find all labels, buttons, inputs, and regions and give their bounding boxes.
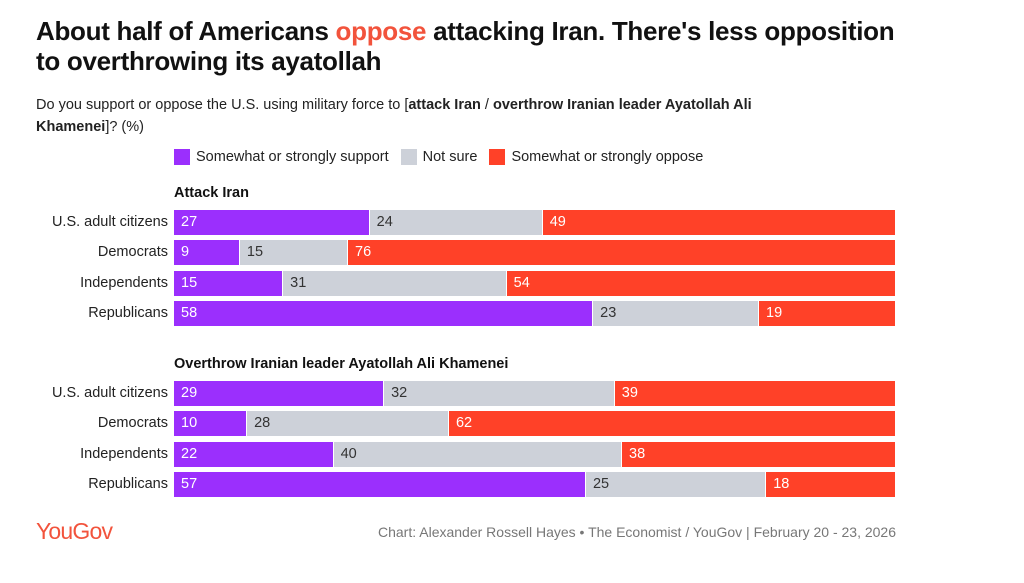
bar-segment-oppose: 49: [541, 210, 895, 235]
bar-segment-oppose: 54: [505, 271, 895, 296]
bar-segment-not-sure: 31: [282, 271, 506, 296]
bar-segment-oppose: 76: [347, 240, 895, 265]
bar-segment-support: 10: [174, 411, 247, 436]
data-label: 19: [766, 305, 783, 321]
bar-segment-not-sure: 28: [246, 411, 448, 436]
data-label: 28: [254, 415, 271, 431]
bar-segment-oppose: 19: [758, 301, 895, 326]
category-label: U.S. adult citizens: [51, 385, 168, 401]
category-label: Democrats: [97, 244, 168, 260]
data-label: 38: [629, 446, 646, 462]
chart-subtitle: Do you support or oppose the U.S. using …: [36, 97, 752, 135]
legend-item-oppose: Somewhat or strongly oppose: [489, 149, 703, 165]
bar-segment-not-sure: 25: [584, 472, 766, 497]
data-label: 23: [600, 305, 617, 321]
bar-segment-support: 58: [174, 301, 593, 326]
stacked-bar: 57 25 18: [174, 472, 895, 497]
bar-segment-oppose: 18: [765, 472, 895, 497]
title-highlight: oppose: [335, 16, 427, 46]
data-label: 76: [355, 244, 372, 260]
bar-segment-oppose: 39: [613, 381, 895, 406]
data-label: 10: [181, 415, 198, 431]
legend: Somewhat or strongly support Not sure So…: [174, 149, 715, 165]
stacked-bar: 22 40 38: [174, 442, 895, 467]
legend-swatch-support: [174, 149, 190, 165]
data-label: 15: [246, 244, 264, 260]
data-label: 25: [592, 476, 610, 492]
data-label: 32: [391, 385, 408, 401]
category-label: Independents: [80, 275, 168, 291]
data-label: 49: [549, 214, 566, 230]
bar-segment-not-sure: 15: [238, 240, 348, 265]
bar-segment-support: 27: [174, 210, 369, 235]
data-label: 29: [181, 385, 198, 401]
bar-segment-oppose: 38: [621, 442, 895, 467]
stacked-bar: 15 31 54: [174, 271, 895, 296]
category-label: U.S. adult citizens: [51, 214, 168, 230]
bar-segment-not-sure: 32: [383, 381, 614, 406]
data-label: 18: [773, 476, 790, 492]
legend-swatch-not-sure: [400, 149, 417, 165]
category-label: Republicans: [88, 476, 168, 492]
bar-segment-support: 9: [174, 240, 239, 265]
data-label: 22: [181, 446, 198, 462]
chart-title: About half of Americans oppose attacking…: [36, 16, 895, 76]
stacked-bar: 9 15 76: [174, 240, 895, 265]
bar-segment-support: 22: [174, 442, 333, 467]
data-label: 24: [376, 214, 393, 230]
yougov-logo: YouGov: [36, 518, 113, 544]
bar-segment-not-sure: 40: [332, 442, 621, 467]
data-label: 54: [513, 275, 530, 291]
data-label: 31: [290, 275, 307, 291]
legend-item-support: Somewhat or strongly support: [174, 149, 389, 165]
bar-segment-support: 57: [174, 472, 585, 497]
category-label: Democrats: [97, 415, 168, 431]
legend-swatch-oppose: [489, 149, 506, 165]
legend-item-not-sure: Not sure: [400, 149, 477, 165]
stacked-bar: 27 24 49: [174, 210, 895, 235]
data-label: 58: [181, 305, 198, 321]
category-label: Republicans: [88, 305, 168, 321]
data-label: 9: [181, 244, 190, 260]
data-label: 40: [340, 446, 357, 462]
bar-segment-not-sure: 23: [592, 301, 758, 326]
bar-segment-support: 29: [174, 381, 384, 406]
source-note: Chart: Alexander Rossell Hayes • The Eco…: [378, 524, 896, 540]
data-label: 15: [181, 275, 198, 291]
data-label: 57: [181, 476, 198, 492]
stacked-bar: 10 28 62: [174, 411, 895, 436]
data-label: 27: [181, 214, 198, 230]
stacked-bar: 58 23 19: [174, 301, 895, 326]
bar-segment-support: 15: [174, 271, 283, 296]
group-title: Overthrow Iranian leader Ayatollah Ali K…: [174, 356, 509, 372]
group-title: Attack Iran: [174, 185, 249, 201]
data-label: 39: [621, 385, 638, 401]
data-label: 62: [455, 415, 473, 431]
category-label: Independents: [80, 446, 168, 462]
bar-segment-not-sure: 24: [368, 210, 542, 235]
stacked-bar: 29 32 39: [174, 381, 895, 406]
bar-segment-oppose: 62: [447, 411, 895, 436]
